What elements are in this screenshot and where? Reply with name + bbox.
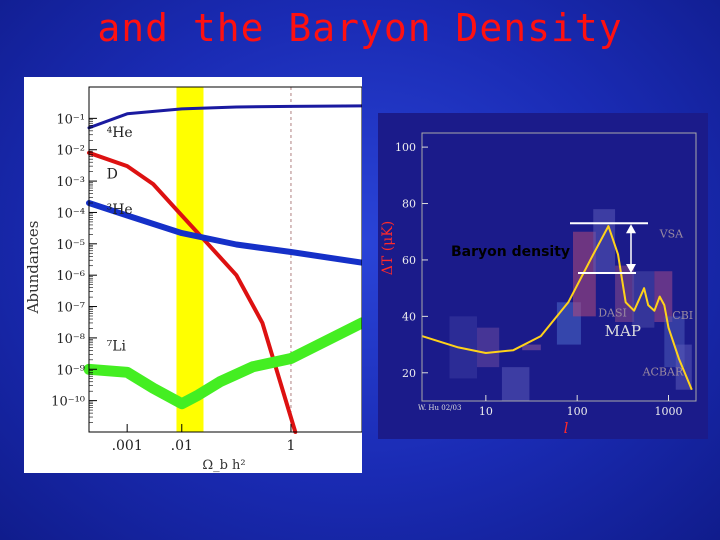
abundance-series-2 (86, 200, 365, 266)
cmb-measurement-box (476, 327, 500, 368)
cmb-y-tick-label: 100 (395, 141, 416, 154)
abundance-series-label: ⁷Li (107, 338, 127, 354)
abundance-series-0 (87, 104, 364, 130)
cmb-measurement-box (572, 231, 596, 317)
cmb-measurement-box (632, 271, 655, 328)
abundance-series-label: ³He (107, 202, 133, 218)
cmb-x-tick-label: 100 (567, 405, 588, 418)
abundance-x-tick-label: .001 (112, 438, 143, 454)
cmb-measurement-box (593, 209, 616, 275)
cmb-x-axis-label: l (564, 419, 569, 437)
abundance-series-3 (83, 317, 368, 410)
cmb-y-tick-label: 20 (402, 367, 416, 380)
abundance-x-tick-label: 1 (287, 438, 296, 454)
abundance-y-tick-label: 10⁻⁸ (56, 332, 85, 347)
abundance-y-tick-label: 10⁻³ (56, 175, 85, 190)
cmb-y-tick-label: 80 (402, 198, 416, 211)
cmb-x-tick-label: 1000 (655, 405, 683, 418)
abundance-series-label: ⁴He (107, 125, 133, 141)
abundance-series-1 (87, 150, 298, 434)
cmb-experiment-label: DASI (598, 306, 627, 319)
abundance-series-label: D (107, 167, 118, 183)
abundance-y-tick-label: 10⁻⁵ (56, 238, 85, 253)
cmb-experiment-label: CBI (672, 309, 693, 322)
cmb-experiment-label: MAP (605, 322, 641, 340)
abundance-x-axis-label: Ω_b h² (202, 458, 245, 473)
cmb-credit: W. Hu 02/03 (418, 404, 461, 412)
cmb-y-tick-label: 60 (402, 254, 416, 267)
cmb-chart-panel: 20 40 60 80 100 10 100 1000 VSA DASI CBI MAP ACBAR … (378, 113, 708, 439)
cmb-measurement-box (654, 271, 673, 323)
abundance-y-axis-label: Abundances (24, 221, 42, 315)
abundance-y-tick-label: 10⁻⁹ (56, 363, 85, 378)
baryon-density-callout: Baryon density (451, 244, 571, 260)
cmb-measurement-box (522, 344, 541, 351)
abundance-chart: 10⁻¹ 10⁻² 10⁻³ 10⁻⁴ 10⁻⁵ 10⁻⁶ 10⁻⁷ 10⁻⁸ 10⁻⁹ 10⁻¹… (24, 86, 368, 473)
abundance-y-tick-label: 10⁻² (56, 144, 85, 159)
abundance-y-tick-label: 10⁻⁴ (56, 206, 85, 221)
abundance-x-tick-label: .01 (171, 438, 193, 454)
abundance-y-tick-label: 10⁻¹ (56, 112, 85, 127)
observed-baryon-band (176, 87, 204, 432)
cmb-experiment-label: ACBAR (642, 366, 684, 379)
cmb-y-tick-label: 40 (402, 310, 416, 323)
slide-title: and the Baryon Density (97, 6, 623, 50)
abundance-chart-panel: 10⁻¹ 10⁻² 10⁻³ 10⁻⁴ 10⁻⁵ 10⁻⁶ 10⁻⁷ 10⁻⁸ 10⁻⁹ 10⁻¹… (24, 77, 368, 473)
cmb-theory-curve (421, 225, 693, 391)
baryon-density-arrow (570, 222, 648, 274)
abundance-y-tick-label: 10⁻¹⁰ (51, 395, 85, 410)
cmb-x-tick-label: 10 (479, 405, 493, 418)
cmb-y-axis-label: ΔT (μK) (380, 221, 396, 275)
abundance-y-tick-label: 10⁻⁶ (56, 269, 85, 284)
cmb-experiment-label: VSA (659, 227, 684, 240)
cmb-measurement-box (501, 367, 530, 401)
abundance-y-tick-label: 10⁻⁷ (56, 301, 85, 316)
